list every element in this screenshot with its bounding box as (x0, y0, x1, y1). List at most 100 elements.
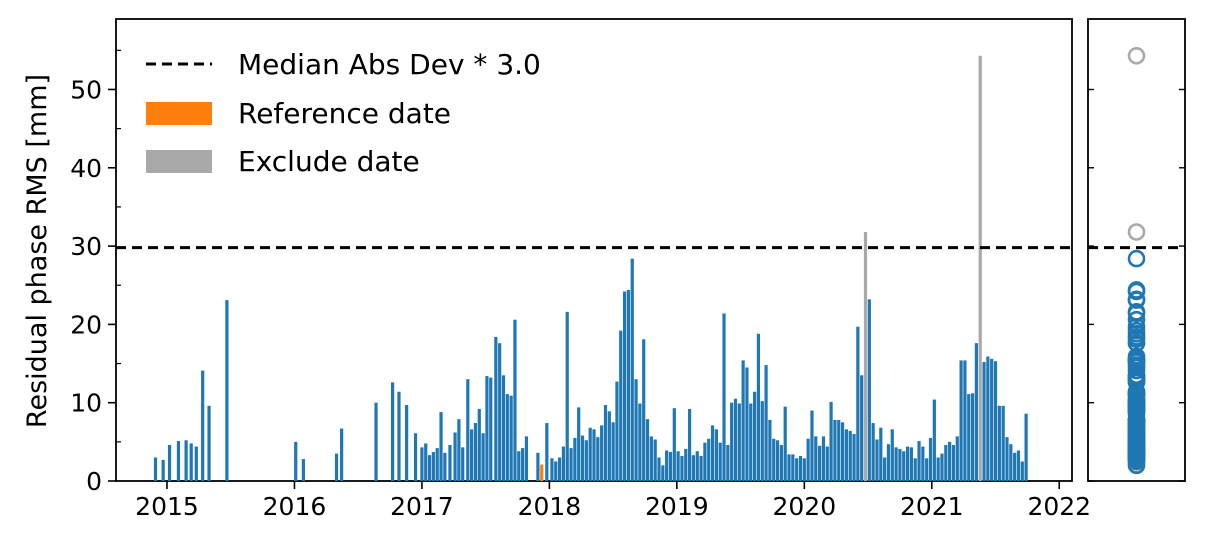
data-bar (645, 419, 650, 481)
data-bar (1016, 450, 1021, 481)
y-tick-label: 30 (70, 232, 102, 261)
data-bar (810, 410, 814, 481)
data-bar (802, 458, 806, 481)
data-bar (668, 452, 673, 481)
data-point (1127, 352, 1146, 370)
data-bar (603, 405, 608, 481)
data-bar (974, 343, 978, 481)
data-bar (879, 427, 883, 481)
data-point (1127, 397, 1146, 415)
data-bar (688, 408, 692, 481)
data-bar (894, 447, 898, 481)
data-bar (844, 429, 848, 481)
data-bar (194, 446, 198, 481)
data-bar (955, 436, 959, 481)
y-tick-label: 20 (70, 310, 102, 339)
exclude-point (1127, 223, 1146, 241)
data-bar (536, 452, 540, 481)
data-bar (588, 427, 592, 481)
data-bar (680, 455, 684, 481)
data-bar (760, 401, 764, 481)
data-bar (963, 360, 967, 481)
data-point (1127, 324, 1146, 343)
data-bar (545, 423, 549, 481)
data-bar (550, 458, 554, 481)
data-bar (875, 439, 879, 481)
data-point (1127, 452, 1146, 471)
data-bar (1005, 437, 1009, 481)
data-bar (825, 446, 829, 481)
data-bar (301, 459, 305, 481)
data-bar (596, 437, 600, 481)
data-bar (448, 444, 452, 481)
x-tick-label: 2015 (135, 492, 199, 521)
data-bar (340, 428, 344, 481)
main-plot-frame (115, 18, 1073, 482)
data-bar (505, 394, 509, 481)
data-bar (561, 446, 566, 481)
data-bar (913, 458, 917, 481)
data-bar (951, 444, 956, 481)
data-bar (722, 313, 726, 481)
data-bar (707, 438, 711, 481)
data-bar (405, 405, 409, 481)
data-bar (513, 319, 517, 481)
data-bar (871, 423, 875, 481)
data-bar (925, 458, 929, 481)
data-bar (905, 446, 910, 481)
exclude-point (1127, 46, 1146, 65)
data-bar (374, 402, 378, 481)
data-bar (391, 382, 395, 481)
data-bar (630, 258, 634, 481)
data-bar (909, 447, 913, 481)
data-bar (397, 391, 401, 481)
x-tick-label: 2020 (773, 492, 837, 521)
data-bar (890, 429, 894, 481)
data-bar (489, 377, 493, 481)
y-tick-label: 0 (86, 467, 102, 496)
data-bar (473, 423, 478, 481)
data-bar (745, 367, 749, 481)
data-bar (756, 333, 761, 481)
data-bar (944, 444, 948, 481)
data-bar (167, 444, 172, 481)
data-bar (607, 411, 611, 481)
data-bar (413, 433, 418, 481)
data-bar (795, 458, 799, 481)
data-bar (554, 461, 558, 481)
bars-layer (153, 55, 1028, 482)
data-bar (626, 289, 631, 481)
data-bar (494, 336, 498, 481)
data-bar (753, 391, 757, 481)
data-bar (921, 446, 925, 481)
data-bar (741, 360, 745, 481)
data-bar (967, 394, 971, 481)
data-bar (439, 412, 443, 481)
data-point (1127, 404, 1146, 423)
data-bar (986, 356, 990, 481)
data-bar (622, 291, 627, 481)
legend-label-reference: Reference date (238, 97, 451, 130)
data-bar (959, 360, 963, 481)
data-bar (948, 441, 952, 481)
data-bar (653, 439, 657, 481)
data-bar (1013, 452, 1017, 481)
data-bar (829, 401, 833, 481)
data-bar (848, 430, 852, 481)
data-bar (470, 429, 474, 481)
data-bar (684, 448, 688, 481)
data-bar (577, 407, 581, 481)
legend-label-threshold: Median Abs Dev * 3.0 (238, 48, 541, 81)
data-bar (501, 375, 506, 481)
data-bar (703, 442, 707, 481)
data-bar (461, 447, 465, 481)
data-bar (902, 451, 906, 481)
data-bar (611, 422, 615, 481)
x-tick-label: 2018 (518, 492, 582, 521)
data-bar (294, 441, 298, 481)
data-bar (940, 453, 944, 481)
data-bar (600, 425, 604, 481)
x-tick-label: 2021 (900, 492, 964, 521)
data-bar (993, 361, 998, 481)
